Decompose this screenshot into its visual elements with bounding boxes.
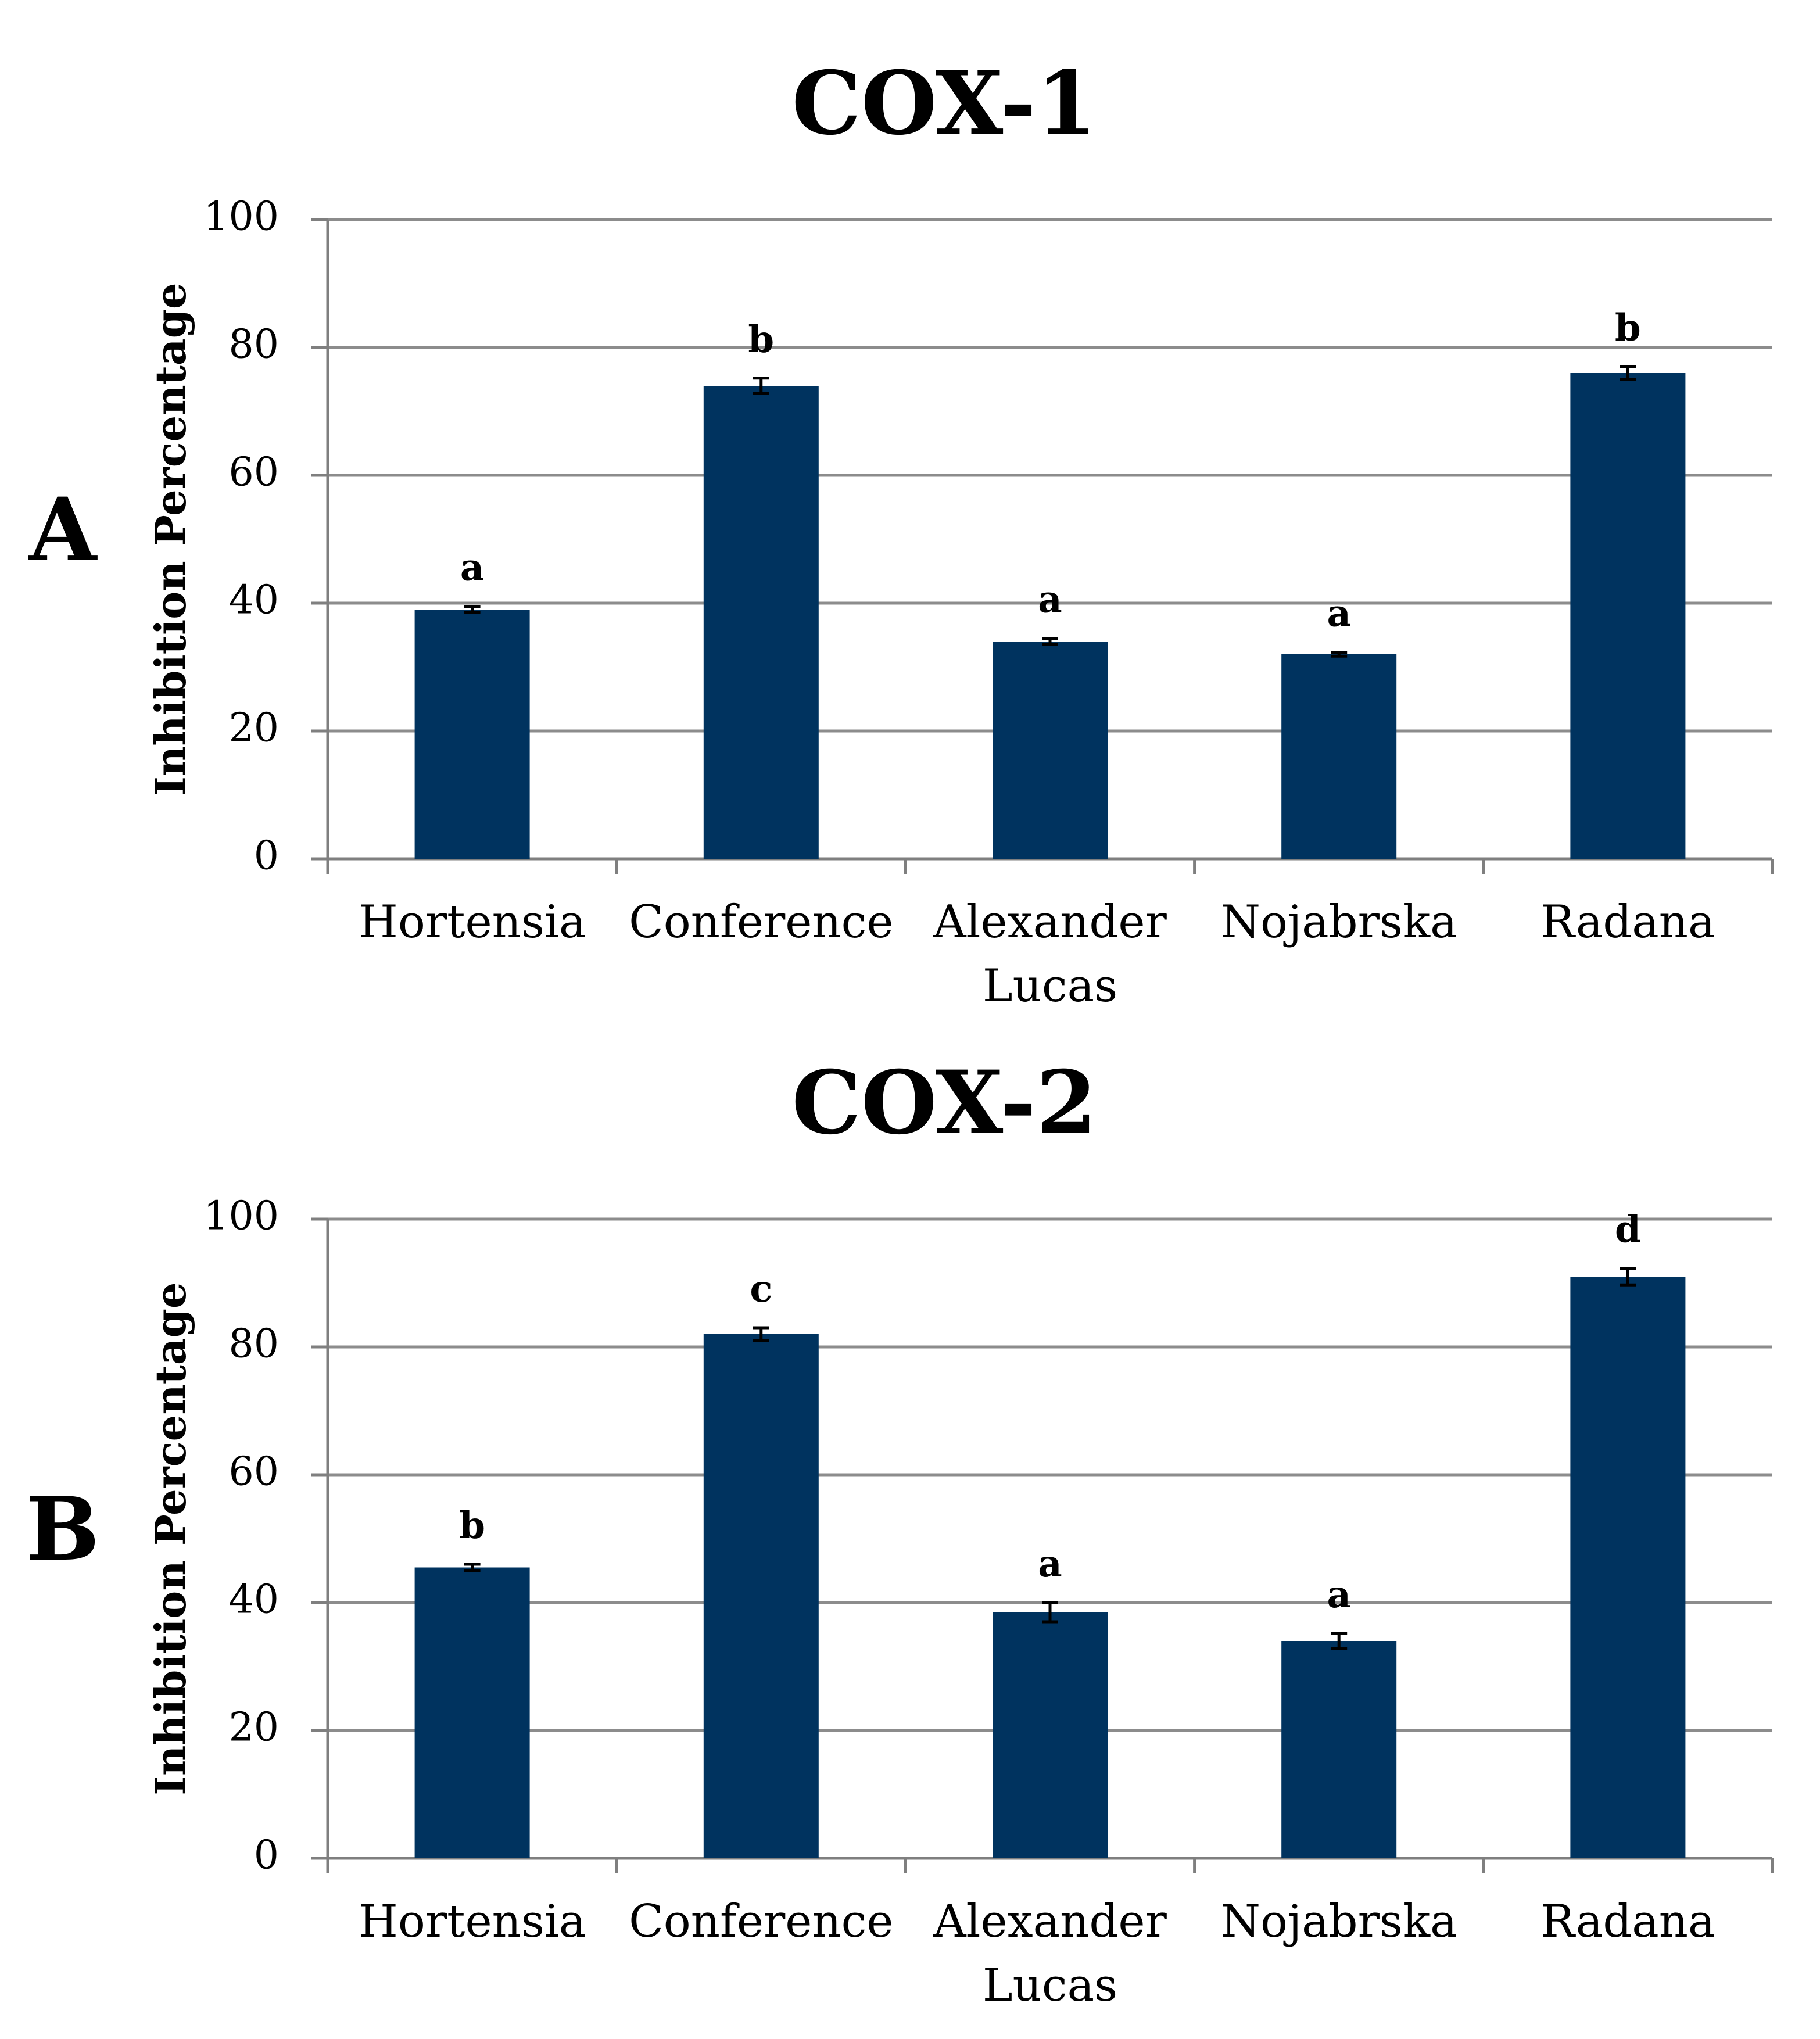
x-tick-label: Nojabrska (1221, 896, 1457, 948)
x-tick-label: Radana (1540, 896, 1715, 948)
significance-letter: c (750, 1267, 772, 1311)
y-tick-label: 0 (254, 833, 279, 879)
panel-b-chart: COX-2 B Inhibition Percentage 0 20 40 60 80 100 b… (26, 1052, 1774, 2012)
bar (1570, 373, 1686, 859)
y-tick-label: 100 (203, 1194, 279, 1239)
y-tick-label: 40 (228, 578, 279, 623)
significance-letter: b (1615, 306, 1641, 350)
y-tick-label: 60 (228, 450, 279, 496)
significance-letter: a (1038, 578, 1062, 622)
y-tick-label: 20 (228, 1705, 279, 1751)
bar (1570, 1277, 1686, 1858)
x-tick-label: Radana (1540, 1895, 1715, 1948)
chart-title: COX-1 (791, 52, 1097, 155)
y-axis-label: Inhibition Percentage (146, 282, 195, 795)
y-axis-label: Inhibition Percentage (146, 1282, 195, 1795)
significance-letter: b (748, 318, 774, 361)
bar (1281, 1641, 1397, 1858)
significance-letter: a (1038, 1542, 1062, 1586)
bar (703, 1334, 819, 1858)
bar (993, 642, 1108, 859)
x-tick-label: Conference (629, 896, 893, 948)
y-tick-label: 80 (228, 1321, 279, 1367)
bar (414, 610, 530, 859)
x-tick-label: Hortensia (359, 896, 586, 948)
significance-letter: a (460, 546, 484, 590)
bar (1281, 654, 1397, 859)
panel-label: A (28, 479, 98, 581)
chart-title: COX-2 (791, 1052, 1097, 1154)
y-tick-label: 60 (228, 1449, 279, 1495)
x-tick-label: Hortensia (359, 1895, 586, 1948)
bar (703, 386, 819, 859)
y-tick-label: 100 (203, 194, 279, 240)
bar (414, 1567, 530, 1858)
x-tick-label: Alexander (933, 1895, 1167, 1948)
significance-letter: a (1327, 592, 1350, 636)
x-tick-label: Lucas (983, 1959, 1117, 2012)
y-tick-label: 40 (228, 1577, 279, 1623)
y-tick-label: 0 (254, 1833, 279, 1879)
y-tick-label: 20 (228, 705, 279, 751)
x-tick-label: Alexander (933, 896, 1167, 948)
significance-letter: d (1615, 1208, 1641, 1252)
x-tick-label: Nojabrska (1221, 1895, 1457, 1948)
panel-a-chart: COX-1 A Inhibition Percentage 0 20 40 60 80 100 a… (28, 52, 1774, 1012)
bar (993, 1612, 1108, 1858)
panel-label: B (26, 1478, 100, 1581)
significance-letter: b (459, 1504, 485, 1547)
significance-letter: a (1327, 1573, 1350, 1617)
x-tick-label: Conference (629, 1895, 893, 1948)
x-tick-label: Lucas (983, 960, 1117, 1012)
y-tick-label: 80 (228, 322, 279, 368)
